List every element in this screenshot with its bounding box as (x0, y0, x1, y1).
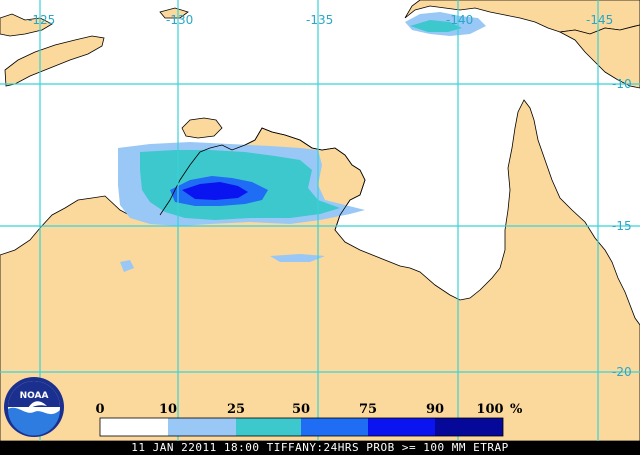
land-island-small (159, 7, 189, 19)
legend-unit: % (510, 402, 523, 417)
legend-swatches (100, 418, 503, 436)
legend-bar-outline (99, 417, 504, 437)
footer-caption: 11 JAN 22011 18:00 TIFFANY:24HRS PROB >=… (0, 441, 640, 455)
noaa-logo-icon: NOAA (4, 377, 64, 437)
legend-swatch-75-90 (368, 418, 435, 436)
lon-label-140: -140 (446, 13, 473, 27)
legend-swatch-90-100 (435, 418, 503, 436)
land-islands-nw (0, 13, 53, 37)
legend-swatch-0-10 (100, 418, 168, 436)
lat-label-10: -10 (612, 77, 632, 91)
legend: 0 10 25 50 75 90 100 % (95, 402, 523, 437)
legend-tick-10: 10 (159, 402, 177, 417)
legend-tick-90: 90 (426, 402, 444, 417)
lat-label-15: -15 (612, 219, 632, 233)
land-timor (4, 35, 105, 87)
lon-label-145: -145 (586, 13, 613, 27)
legend-swatch-50-75 (301, 418, 368, 436)
probability-shading (118, 12, 486, 272)
lon-label-125: -125 (28, 13, 55, 27)
lon-label-135: -135 (306, 13, 333, 27)
graticule (0, 0, 640, 441)
coastline-nt (159, 127, 366, 231)
legend-swatch-25-50 (236, 418, 301, 436)
land-island-tiwi (181, 117, 223, 139)
lat-label-20: -20 (612, 365, 632, 379)
legend-tick-50: 50 (292, 402, 310, 417)
land-new-guinea (404, 0, 640, 35)
logo-text: NOAA (20, 391, 49, 401)
legend-tick-100: 100 (476, 402, 503, 417)
legend-tick-0: 0 (95, 402, 104, 417)
legend-tick-75: 75 (359, 402, 377, 417)
legend-swatch-10-25 (168, 418, 236, 436)
land-new-guinea-south (558, 24, 640, 89)
lon-label-130: -130 (166, 13, 193, 27)
legend-tick-25: 25 (227, 402, 245, 417)
